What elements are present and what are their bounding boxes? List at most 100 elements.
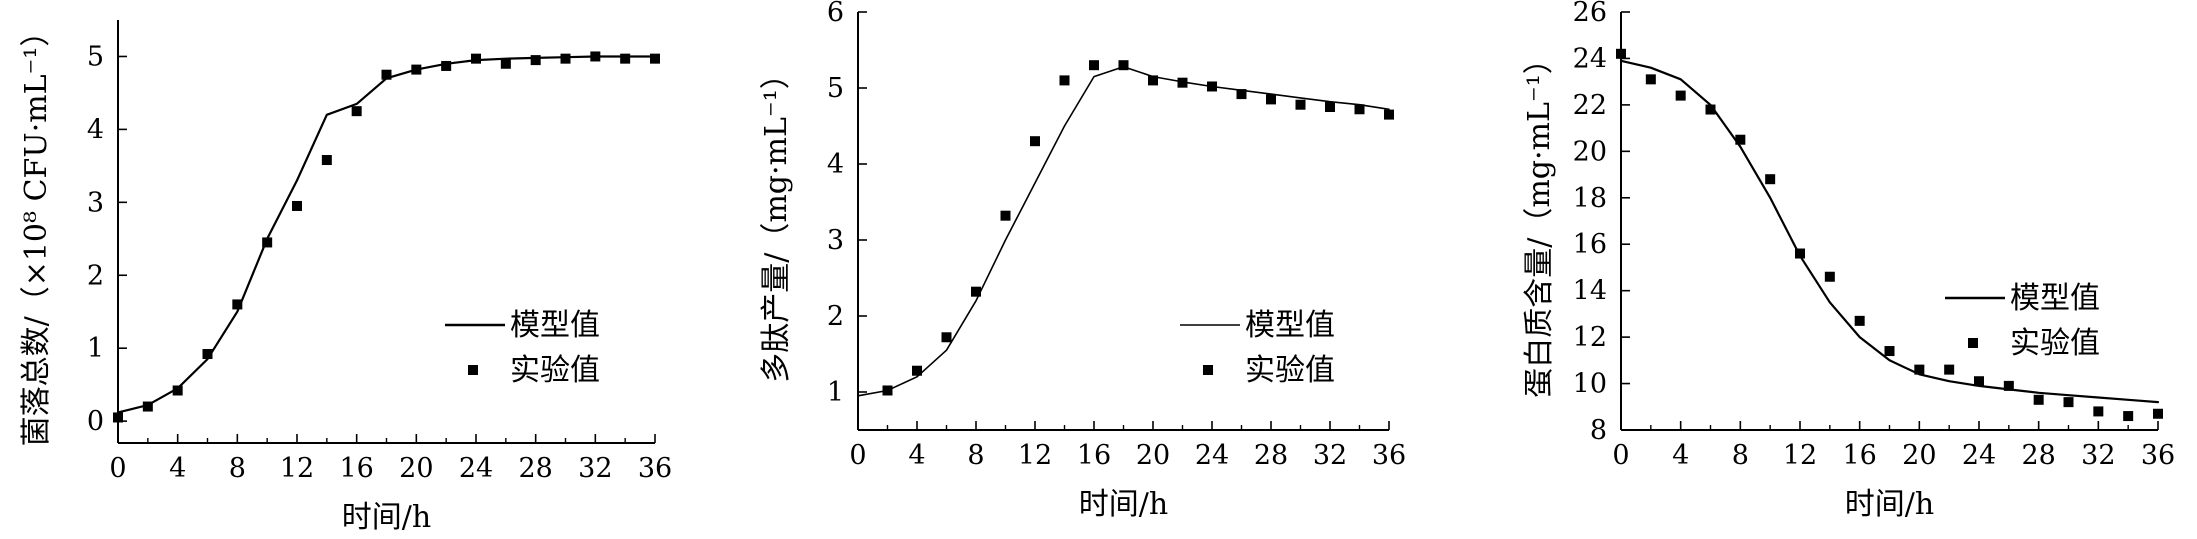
data-point: [292, 200, 302, 211]
data-point: [411, 64, 422, 75]
chart-panel-2: 0 4 8 12 16 20 24 28 32 36123456时间/h多肽产量/（mg·mL⁻¹…: [759, 0, 1406, 522]
x-tick-label: 8: [229, 453, 246, 484]
data-point: [500, 58, 511, 69]
data-point: [2093, 406, 2104, 417]
x-tick-label: 20: [1136, 440, 1170, 471]
y-tick-label: 4: [87, 114, 104, 145]
data-point: [1616, 48, 1626, 59]
y-tick-label: 16: [1573, 229, 1607, 260]
data-point: [2123, 411, 2134, 422]
x-tick-label: 0: [1612, 440, 1629, 471]
y-tick-label: 5: [827, 73, 844, 104]
data-point: [1354, 104, 1365, 115]
data-point: [1295, 99, 1306, 110]
legend-label-experiment: 实验值: [2010, 326, 2100, 361]
data-point: [1089, 60, 1099, 71]
x-tick-label: 8: [967, 440, 984, 471]
data-point: [1944, 364, 1955, 375]
legend-label-model: 模型值: [510, 308, 600, 343]
data-point: [1384, 109, 1394, 120]
x-tick-label: 20: [399, 453, 433, 484]
x-tick-label: 8: [1732, 440, 1749, 471]
x-axis-title: 时间/h: [1079, 487, 1168, 522]
data-point: [1236, 89, 1247, 100]
data-point: [1765, 174, 1776, 185]
x-tick-label: 4: [908, 440, 925, 471]
data-point: [1824, 271, 1835, 282]
x-tick-label: 36: [638, 453, 672, 484]
y-tick-label: 0: [87, 406, 104, 437]
legend-point-swatch: [468, 365, 478, 375]
data-point: [142, 401, 153, 412]
data-point: [321, 155, 332, 166]
y-tick-label: 1: [827, 377, 844, 408]
x-tick-label: 0: [109, 453, 126, 484]
x-tick-label: 12: [280, 453, 314, 484]
y-tick-label: 22: [1573, 90, 1607, 121]
data-point: [1884, 346, 1895, 357]
data-point: [650, 53, 660, 64]
data-point: [971, 286, 981, 297]
y-tick-label: 12: [1573, 322, 1607, 353]
x-tick-label: 24: [1195, 440, 1229, 471]
data-point: [113, 412, 123, 423]
x-tick-label: 0: [849, 440, 866, 471]
x-tick-label: 16: [1842, 440, 1876, 471]
y-tick-label: 8: [1590, 415, 1607, 446]
x-tick-label: 4: [1672, 440, 1689, 471]
y-tick-label: 2: [827, 301, 844, 332]
legend-point-swatch: [1203, 365, 1213, 375]
x-tick-label: 24: [459, 453, 493, 484]
y-axis-title: 菌落总数/（×10⁸ CFU·mL⁻¹）: [19, 17, 54, 447]
x-tick-label: 32: [2081, 440, 2115, 471]
x-tick-label: 32: [1313, 440, 1347, 471]
data-point: [1675, 90, 1686, 101]
legend-label-experiment: 实验值: [1245, 353, 1335, 388]
data-point: [351, 106, 362, 117]
data-point: [2153, 408, 2163, 419]
y-axis-title: 蛋白质含量/（mg·mL⁻¹）: [1522, 44, 1557, 398]
data-point: [1030, 136, 1040, 147]
y-tick-label: 6: [827, 0, 844, 28]
y-tick-label: 4: [827, 149, 844, 180]
data-point: [590, 51, 601, 62]
data-point: [1000, 210, 1011, 221]
y-tick-label: 2: [87, 260, 104, 291]
data-point: [1118, 60, 1129, 71]
data-point: [2003, 380, 2014, 391]
x-tick-label: 20: [1902, 440, 1936, 471]
y-tick-label: 1: [87, 333, 104, 364]
data-point: [1207, 81, 1217, 92]
legend-point-swatch: [1968, 338, 1978, 348]
data-point: [530, 55, 541, 66]
x-tick-label: 28: [518, 453, 552, 484]
data-point: [1974, 376, 1984, 387]
x-tick-label: 16: [1077, 440, 1111, 471]
y-tick-label: 3: [827, 225, 844, 256]
data-point: [172, 385, 183, 396]
y-tick-label: 18: [1573, 183, 1607, 214]
data-point: [2063, 397, 2074, 408]
x-tick-label: 4: [169, 453, 186, 484]
series-model-line: [857, 65, 1390, 397]
legend-label-model: 模型值: [1245, 308, 1335, 343]
x-tick-label: 16: [339, 453, 373, 484]
x-axis-title: 时间/h: [342, 500, 431, 535]
y-tick-label: 10: [1573, 369, 1607, 400]
legend-label-experiment: 实验值: [510, 353, 600, 388]
y-tick-label: 24: [1573, 43, 1607, 74]
data-point: [262, 237, 273, 248]
y-tick-label: 26: [1573, 0, 1607, 28]
x-tick-label: 32: [578, 453, 612, 484]
x-tick-label: 12: [1783, 440, 1817, 471]
data-point: [232, 299, 243, 310]
data-point: [1325, 102, 1335, 112]
y-tick-label: 3: [87, 187, 104, 218]
x-tick-label: 28: [1254, 440, 1288, 471]
x-tick-label: 24: [1962, 440, 1996, 471]
